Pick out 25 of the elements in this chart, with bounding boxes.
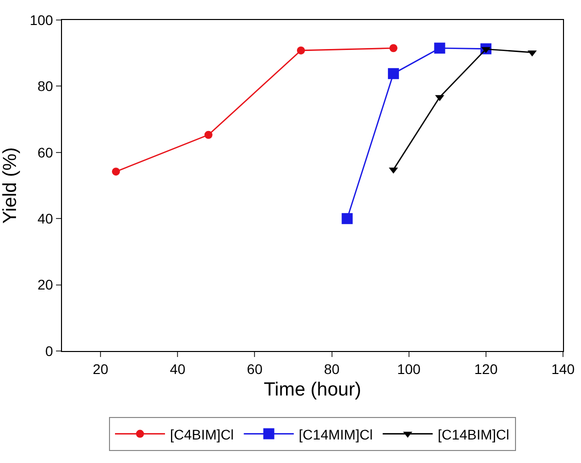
y-tick-label: 80	[38, 78, 54, 94]
point	[342, 213, 353, 224]
point	[204, 130, 212, 139]
legend-label: [C4BIM]Cl	[170, 426, 234, 442]
y-tick-label: 0	[45, 342, 54, 359]
point	[388, 68, 399, 80]
point	[296, 46, 305, 54]
legend-label: [C14BIM]Cl	[438, 426, 510, 442]
y-tick-label: 40	[38, 210, 54, 226]
x-tick-label: 60	[246, 360, 263, 377]
y-tick-label: 60	[38, 144, 54, 160]
x-tick-label: 140	[551, 360, 575, 377]
y-axis-title: Yield (%)	[0, 147, 21, 224]
x-tick-label: 20	[92, 360, 109, 377]
x-tick-label: 100	[397, 360, 421, 377]
x-tick-label: 40	[170, 360, 186, 377]
x-axis-title: Time (hour)	[264, 380, 362, 401]
y-tick-label: 100	[30, 12, 54, 28]
point	[112, 168, 120, 176]
point	[434, 42, 446, 54]
point	[389, 44, 398, 52]
x-tick-label: 120	[474, 360, 498, 377]
x-tick-label: 80	[324, 360, 340, 377]
legend-label: [C14MIM]Cl	[298, 426, 373, 442]
y-tick-label: 20	[38, 276, 54, 293]
